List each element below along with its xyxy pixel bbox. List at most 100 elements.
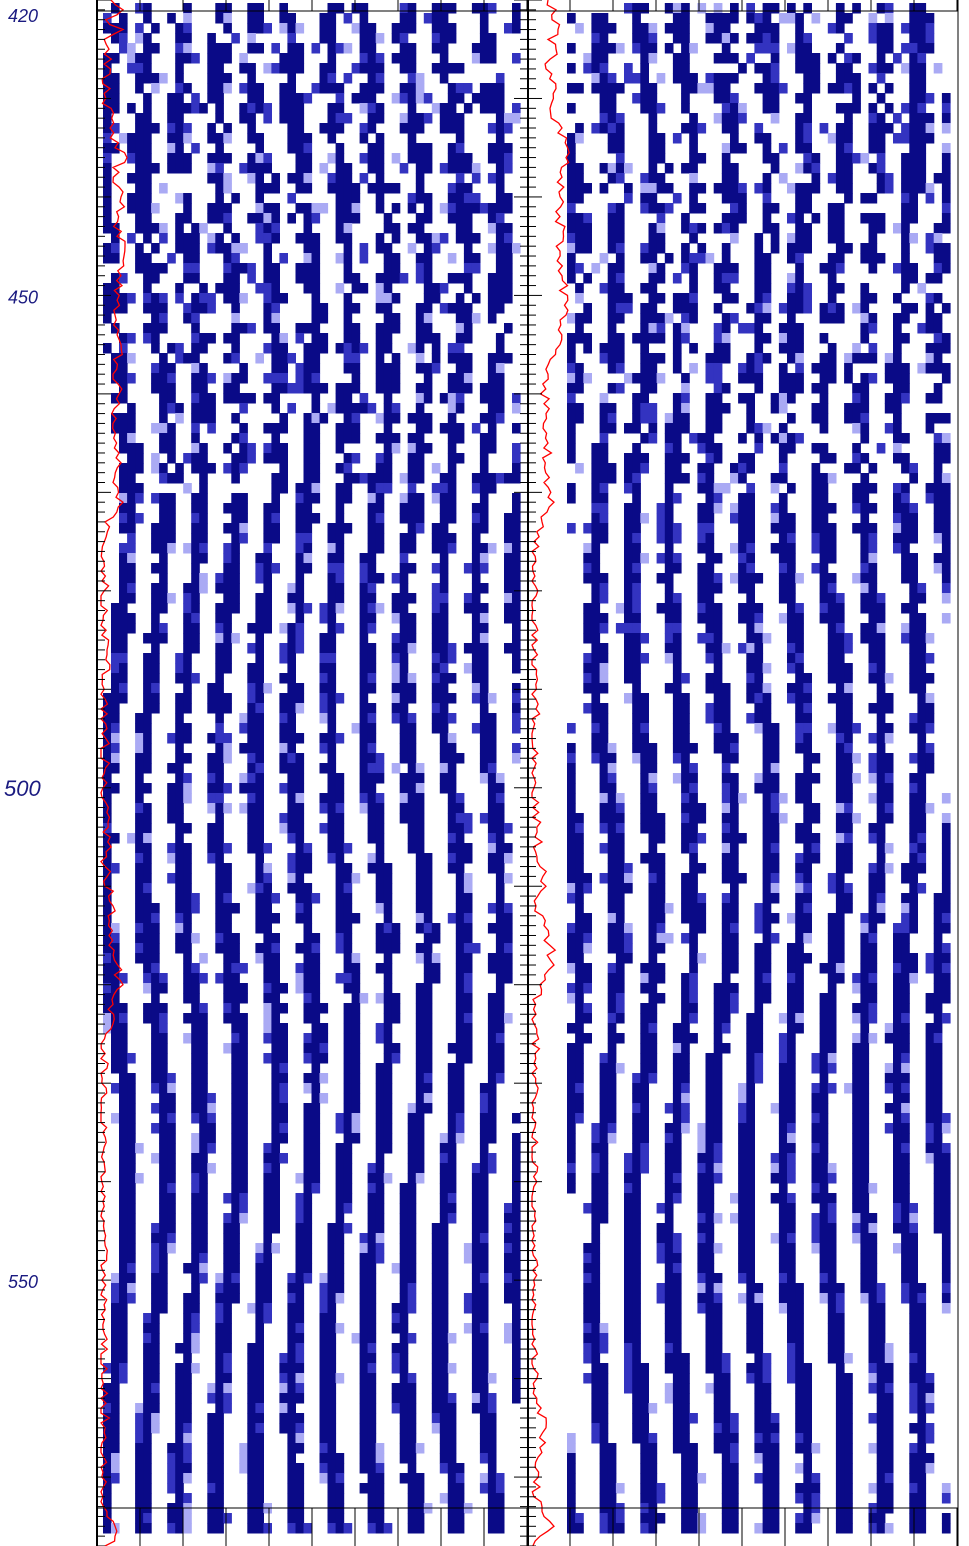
- image-log-cell: [319, 1343, 329, 1354]
- image-log-cell: [167, 813, 176, 824]
- image-log-cell: [151, 1063, 160, 1074]
- image-log-cell: [399, 93, 409, 104]
- image-log-cell: [119, 1133, 128, 1144]
- image-log-cell: [223, 243, 232, 254]
- image-log-cell: [367, 563, 377, 574]
- image-log-cell: [591, 73, 601, 84]
- image-log-cell: [893, 433, 902, 444]
- image-log-cell: [279, 473, 288, 484]
- image-log-cell: [279, 383, 288, 394]
- image-log-cell: [303, 433, 313, 444]
- image-log-cell: [439, 753, 449, 764]
- image-log-cell: [383, 933, 393, 944]
- image-log-cell: [721, 193, 731, 204]
- image-log-cell: [335, 973, 345, 984]
- image-log-cell: [640, 43, 649, 54]
- image-log-cell: [151, 243, 160, 254]
- image-log-cell: [135, 913, 144, 924]
- image-log-cell: [223, 183, 232, 194]
- image-log-cell: [640, 463, 649, 474]
- image-log-cell: [512, 1293, 521, 1304]
- image-log-cell: [803, 183, 812, 194]
- image-log-cell: [415, 1163, 425, 1174]
- image-log-cell: [295, 753, 305, 764]
- image-log-cell: [738, 63, 747, 74]
- image-log-cell: [223, 1283, 232, 1294]
- image-log-cell: [215, 643, 224, 654]
- image-log-cell: [215, 683, 224, 694]
- image-log-cell: [762, 223, 772, 234]
- image-log-cell: [119, 23, 128, 34]
- image-log-cell: [367, 593, 377, 604]
- image-log-cell: [795, 53, 804, 64]
- image-log-cell: [479, 723, 489, 734]
- image-log-cell: [835, 23, 845, 34]
- image-log-cell: [730, 73, 739, 84]
- image-log-cell: [439, 3, 449, 14]
- image-log-cell: [359, 1393, 369, 1404]
- image-log-cell: [111, 1273, 120, 1284]
- image-log-cell: [391, 693, 401, 704]
- image-log-cell: [247, 1413, 256, 1424]
- image-log-cell: [359, 1453, 369, 1464]
- image-log-cell: [876, 113, 886, 124]
- image-log-cell: [487, 123, 497, 134]
- image-log-cell: [439, 123, 449, 134]
- image-log-cell: [319, 303, 329, 314]
- image-log-cell: [199, 543, 208, 554]
- image-log-cell: [191, 303, 200, 314]
- image-log-cell: [415, 1093, 425, 1104]
- image-log-cell: [504, 583, 513, 594]
- image-log-cell: [319, 73, 329, 84]
- image-log-cell: [852, 383, 861, 394]
- image-log-cell: [263, 573, 272, 584]
- image-log-cell: [795, 93, 804, 104]
- image-log-cell: [167, 1443, 176, 1454]
- image-log-cell: [876, 93, 886, 104]
- image-log-cell: [567, 233, 576, 244]
- image-log-cell: [207, 243, 216, 254]
- image-log-cell: [383, 1013, 393, 1024]
- image-log-cell: [713, 373, 723, 384]
- image-log-cell: [487, 1133, 497, 1144]
- image-log-cell: [319, 1273, 329, 1284]
- image-log-cell: [159, 363, 168, 374]
- image-log-cell: [746, 393, 755, 404]
- image-log-cell: [447, 483, 457, 494]
- image-log-cell: [263, 1293, 272, 1304]
- image-log-cell: [191, 103, 200, 114]
- image-log-cell: [746, 403, 755, 414]
- image-log-cell: [335, 343, 345, 354]
- image-log-cell: [367, 93, 377, 104]
- image-log-cell: [255, 1483, 264, 1494]
- image-log-cell: [327, 1493, 337, 1504]
- image-log-cell: [223, 333, 232, 344]
- image-log-cell: [151, 633, 160, 644]
- image-log-cell: [135, 783, 144, 794]
- image-log-cell: [231, 343, 240, 354]
- image-log-cell: [175, 1423, 184, 1434]
- image-log-cell: [375, 463, 385, 474]
- image-log-cell: [770, 53, 780, 64]
- image-log-cell: [327, 773, 337, 784]
- image-log-cell: [367, 1223, 377, 1234]
- image-log-cell: [295, 793, 305, 804]
- image-log-cell: [159, 1263, 168, 1274]
- image-log-cell: [901, 163, 910, 174]
- image-log-cell: [303, 1243, 313, 1254]
- image-log-cell: [713, 483, 723, 494]
- image-log-cell: [383, 1103, 393, 1114]
- image-log-cell: [183, 603, 192, 614]
- image-log-cell: [255, 703, 264, 714]
- image-log-cell: [311, 463, 321, 474]
- image-log-cell: [303, 1213, 313, 1224]
- image-log-cell: [159, 633, 168, 644]
- image-log-cell: [199, 483, 208, 494]
- image-log-cell: [479, 1483, 489, 1494]
- image-log-cell: [787, 253, 796, 264]
- image-log-cell: [471, 1323, 481, 1334]
- image-log-cell: [359, 23, 369, 34]
- image-log-cell: [803, 53, 812, 64]
- image-log-cell: [151, 373, 160, 384]
- image-log-cell: [640, 283, 649, 294]
